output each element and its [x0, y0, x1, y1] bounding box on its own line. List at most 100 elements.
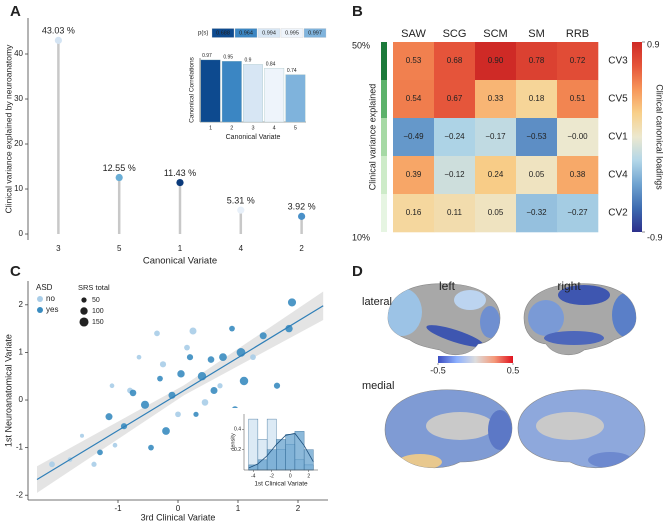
scatter-point [159, 361, 167, 368]
value-label: 5.31 % [227, 195, 255, 205]
scatter-point [49, 461, 55, 468]
column-label: left [439, 279, 456, 293]
scatter-point [79, 433, 85, 438]
colorbar-tick-label: -0.9 [647, 232, 663, 242]
size-legend-label: 100 [92, 308, 104, 315]
scatter-point [91, 461, 97, 467]
bar [264, 68, 285, 123]
heatmap-cell [475, 80, 517, 119]
x-tick-label: 4 [273, 125, 276, 131]
y-tick-label: 20 [14, 139, 23, 148]
y-tick-label: 1 [19, 348, 24, 357]
y-tick-label: -2 [16, 490, 24, 499]
legend-label: yes [46, 305, 58, 314]
histogram-bar [285, 434, 296, 471]
row-label: medial [362, 380, 394, 392]
scatter-point [184, 344, 190, 351]
cell-label: 0.67 [447, 94, 463, 103]
size-legend-title: SRS total [78, 283, 110, 292]
value-label: 0.9 [245, 58, 252, 64]
brain-right-lateral [523, 283, 637, 356]
value-label: 3.92 % [288, 202, 316, 212]
x-tick-label: -1 [114, 504, 122, 513]
heatmap-cell [557, 156, 599, 195]
heatmap-cell [434, 80, 476, 119]
heatmap-cell [434, 194, 476, 233]
scatter-point [250, 354, 256, 361]
histogram-bar [257, 459, 268, 471]
y-tick-label: 10 [14, 184, 23, 193]
scatter-point [229, 325, 235, 332]
side-tick-label: 50% [352, 40, 370, 50]
size-legend-marker [80, 307, 88, 315]
cell-label: 0.68 [447, 56, 463, 65]
row-label: CV5 [608, 94, 628, 105]
x-axis-label: 1st Clinical Variate [254, 481, 308, 488]
scatter-point [105, 413, 113, 421]
cell-label: 0.54 [406, 94, 422, 103]
legend-swatch [280, 28, 304, 38]
side-label: Clinical variance explained [367, 84, 377, 191]
colorbar-tick-label: 0.5 [507, 365, 520, 375]
value-label: 12.55 % [103, 163, 136, 173]
cell-label: 0.90 [488, 56, 504, 65]
legend-marker [37, 296, 43, 302]
size-legend-label: 150 [92, 319, 104, 326]
heatmap-cell [516, 118, 558, 157]
x-axis-label: Canonical Variate [226, 134, 281, 141]
cell-label: 0.05 [488, 208, 504, 217]
x-tick-label: 3 [56, 244, 61, 253]
size-legend-marker [81, 297, 87, 303]
colorbar-tick-label: 0.9 [647, 39, 660, 49]
panel-label: C [10, 263, 21, 280]
heatmap-cell [557, 118, 599, 157]
density-line [248, 432, 314, 469]
value-label: 0.97 [202, 53, 212, 59]
cell-label: 0.53 [406, 56, 422, 65]
y-tick-label: 2 [19, 300, 24, 309]
scatter-point [210, 386, 218, 395]
bar [200, 59, 221, 123]
cell-label: −0.24 [444, 132, 465, 141]
cell-label: 0.24 [488, 170, 504, 179]
histogram-bar [276, 439, 286, 471]
lollipop-dot [54, 36, 63, 44]
scatter-point [97, 449, 103, 456]
heatmap-cell [393, 42, 435, 81]
panel-label: A [10, 3, 21, 20]
scatter-point [217, 383, 223, 389]
x-tick-label: 2 [296, 504, 301, 513]
scatter-point [109, 383, 115, 389]
cell-label: −0.12 [444, 170, 465, 179]
y-tick-label: 0 [19, 395, 24, 404]
column-label: SCM [483, 28, 507, 40]
x-tick-label: -4 [251, 473, 256, 479]
y-tick-label: 0 [19, 229, 24, 238]
x-axis-label: Canonical Variate [143, 256, 217, 267]
cell-label: 0.78 [529, 56, 545, 65]
lollipop-dot [176, 178, 184, 187]
y-tick-label: 40 [14, 49, 23, 58]
scatter-point [239, 376, 249, 386]
value-label: 0.74 [287, 68, 297, 74]
x-tick-label: 3 [251, 125, 254, 131]
heatmap-cell [475, 194, 517, 233]
scatter-point [175, 411, 181, 418]
scatter-point [201, 399, 209, 406]
column-label: SAW [401, 28, 426, 40]
legend-swatch [234, 28, 258, 38]
scatter-point [193, 411, 199, 417]
heatmap-cell [475, 118, 517, 157]
y-tick-label: 0.4 [234, 427, 241, 433]
row-label: CV1 [608, 132, 628, 143]
y-axis-label: 1st Neuroanatomical Variate [3, 334, 13, 447]
cell-label: 0.33 [488, 94, 504, 103]
heatmap-cell [557, 194, 599, 233]
brain-right-medial [517, 389, 646, 469]
bar [285, 74, 306, 123]
size-legend-marker [79, 317, 89, 327]
x-tick-label: -2 [270, 473, 275, 479]
histogram-bar [248, 418, 259, 471]
legend-title: p(s) [198, 31, 208, 37]
